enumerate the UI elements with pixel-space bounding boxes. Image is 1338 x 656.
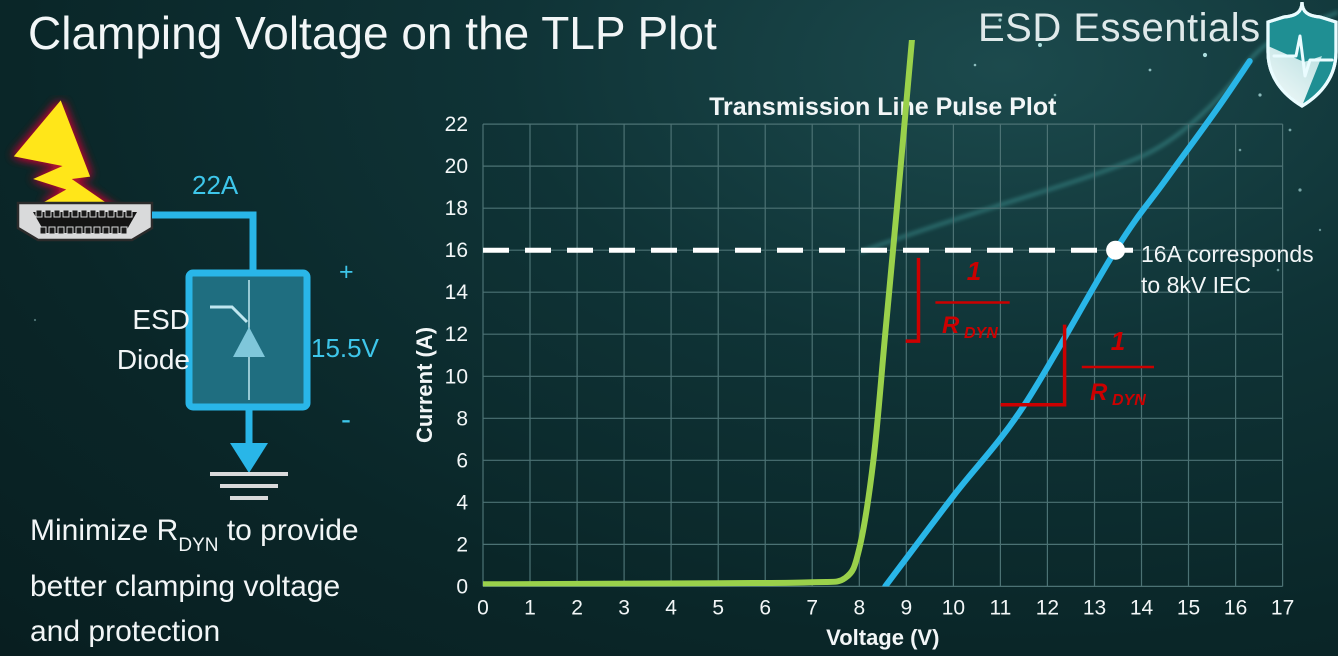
svg-text:11: 11 [989,596,1011,619]
svg-text:1: 1 [967,256,981,286]
svg-text:9: 9 [900,596,912,619]
svg-text:16: 16 [1224,596,1247,619]
svg-text:7: 7 [806,596,818,619]
svg-text:18: 18 [445,197,468,220]
svg-text:17: 17 [1271,596,1294,619]
svg-text:8: 8 [853,596,865,619]
svg-text:Voltage (V): Voltage (V) [826,625,939,650]
svg-text:13: 13 [1083,596,1106,619]
svg-text:5: 5 [712,596,724,619]
svg-text:0: 0 [456,575,468,598]
svg-text:22: 22 [445,113,468,136]
svg-text:DYN: DYN [1112,392,1146,409]
svg-text:16A corresponds: 16A corresponds [1141,241,1314,267]
svg-text:4: 4 [456,491,468,514]
svg-text:20: 20 [445,155,468,178]
svg-text:0: 0 [477,596,489,619]
svg-text:R: R [1090,379,1108,406]
svg-text:10: 10 [942,596,965,619]
svg-text:10: 10 [445,365,468,388]
svg-text:1: 1 [1111,326,1125,356]
svg-text:12: 12 [1036,596,1059,619]
svg-text:DYN: DYN [964,325,998,342]
svg-text:4: 4 [665,596,677,619]
svg-text:to 8kV IEC: to 8kV IEC [1141,272,1251,298]
svg-text:1: 1 [524,596,536,619]
svg-text:2: 2 [456,533,468,556]
svg-text:15: 15 [1177,596,1200,619]
svg-text:6: 6 [759,596,771,619]
svg-text:3: 3 [618,596,630,619]
svg-text:14: 14 [1130,596,1154,619]
svg-text:Current (A): Current (A) [412,327,437,443]
svg-text:12: 12 [445,323,468,346]
svg-text:2: 2 [571,596,583,619]
svg-text:Transmission Line Pulse Plo: Transmission Line Pulse Plot [709,93,1057,121]
svg-text:16: 16 [445,239,468,262]
svg-text:6: 6 [456,449,468,472]
svg-text:14: 14 [445,281,469,304]
svg-text:R: R [942,312,960,339]
svg-text:8: 8 [456,407,468,430]
